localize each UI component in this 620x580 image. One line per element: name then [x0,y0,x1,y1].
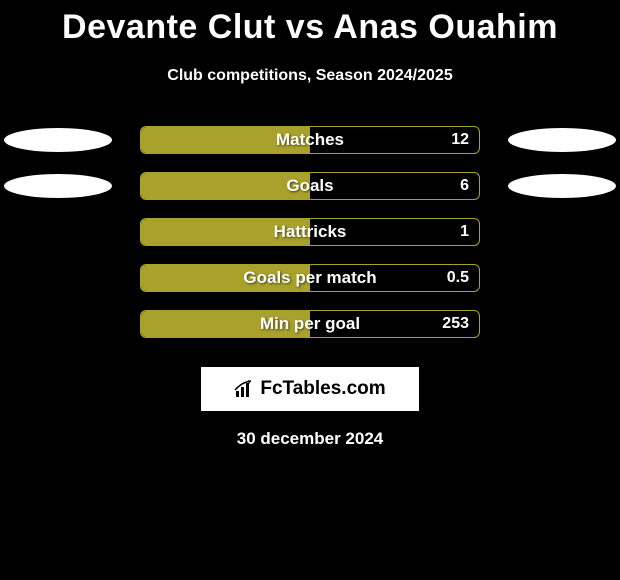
page-title: Devante Clut vs Anas Ouahim [0,0,620,47]
player-right-marker [508,128,616,152]
stat-row: Goals6 [0,163,620,209]
stat-label: Min per goal [141,311,479,337]
page-subtitle: Club competitions, Season 2024/2025 [0,67,620,85]
stat-value: 12 [451,127,469,153]
stat-row: Goals per match0.5 [0,255,620,301]
stat-bar: Matches12 [140,126,480,154]
player-left-marker [4,128,112,152]
stat-bar: Goals6 [140,172,480,200]
stat-label: Goals per match [141,265,479,291]
stat-value: 0.5 [447,265,469,291]
player-left-marker [4,174,112,198]
stat-row: Hattricks1 [0,209,620,255]
footer-date: 30 december 2024 [0,429,620,449]
player-right-marker [508,174,616,198]
stat-label: Goals [141,173,479,199]
stat-row: Min per goal253 [0,301,620,347]
stat-value: 1 [460,219,469,245]
bar-chart-icon [234,380,256,398]
stat-value: 253 [442,311,469,337]
stat-label: Matches [141,127,479,153]
stat-value: 6 [460,173,469,199]
stat-bar: Min per goal253 [140,310,480,338]
footer-logo-text: FcTables.com [260,378,385,400]
footer-logo: FcTables.com [201,367,419,411]
stat-bar: Hattricks1 [140,218,480,246]
stat-row: Matches12 [0,117,620,163]
stat-bar: Goals per match0.5 [140,264,480,292]
stat-label: Hattricks [141,219,479,245]
comparison-chart: Matches12 Goals6 Hattricks1 Goals per match… [0,117,620,347]
